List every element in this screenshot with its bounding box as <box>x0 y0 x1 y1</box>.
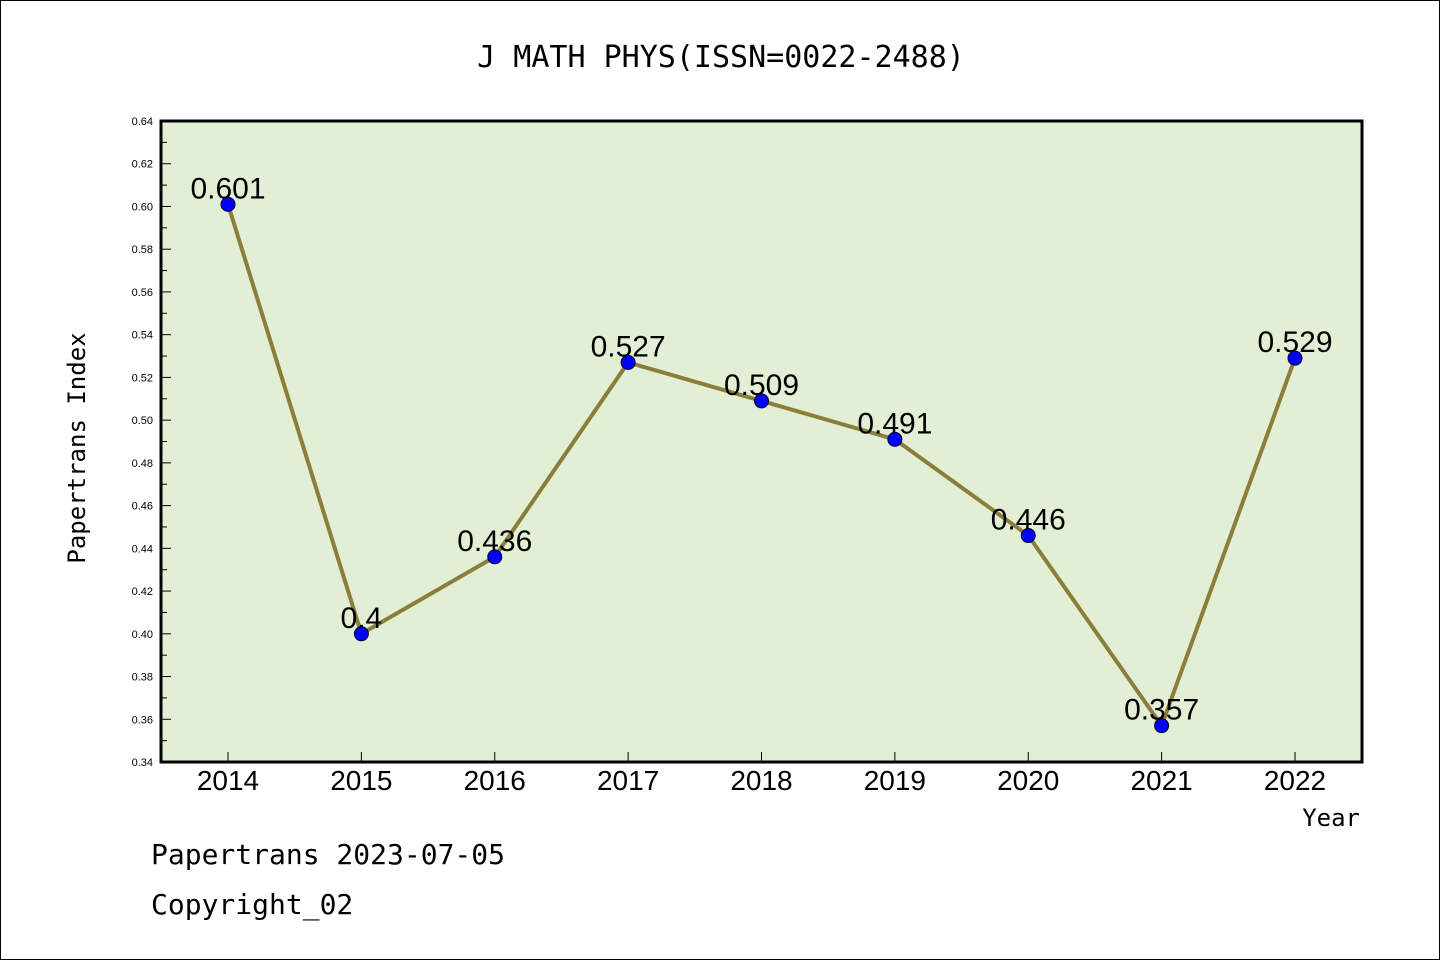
data-point <box>754 393 769 409</box>
data-label: 0.491 <box>857 407 932 440</box>
data-point <box>620 354 636 370</box>
y-tick-label: 0.42 <box>132 586 153 598</box>
x-tick-label: 2020 <box>997 765 1059 796</box>
plot-area <box>159 119 1364 764</box>
data-label: 0.509 <box>724 369 799 402</box>
data-point <box>487 549 503 565</box>
data-point <box>220 196 236 212</box>
data-label-group: 0.601 0.4 0.436 0.527 0.509 0.491 0.446 0.357 0.… <box>190 172 1332 726</box>
y-tick-label: 0.64 <box>132 116 153 128</box>
y-tick-label: 0.54 <box>132 330 153 342</box>
data-label: 0.4 <box>341 602 383 635</box>
chart-title: J MATH PHYS(ISSN=0022-2488) <box>477 40 965 75</box>
data-label: 0.529 <box>1257 326 1332 359</box>
data-label: 0.446 <box>991 504 1066 537</box>
x-tick-label: 2016 <box>464 765 526 796</box>
y-axis-title: Papertrans Index <box>63 332 91 563</box>
y-tick-label: 0.40 <box>132 629 153 641</box>
data-label: 0.527 <box>591 330 666 363</box>
x-axis-title: Year <box>1302 804 1360 832</box>
data-point <box>1287 350 1303 366</box>
data-point <box>353 626 369 642</box>
x-tick-label: 2017 <box>597 765 659 796</box>
y-tick-label: 0.62 <box>132 159 153 171</box>
x-tick-label: 2019 <box>864 765 926 796</box>
footer-copyright: Copyright_02 <box>151 888 353 922</box>
x-tick-label: 2014 <box>197 765 259 796</box>
y-tick-label: 0.46 <box>132 501 153 513</box>
y-tick-label: 0.44 <box>132 543 153 555</box>
data-point <box>1154 718 1170 734</box>
y-axis-ticks: 0.34 0.36 0.38 0.40 0.42 0.44 0.46 0.48 0.50 0.52… <box>132 116 171 769</box>
y-tick-label: 0.34 <box>132 757 153 769</box>
data-point <box>887 431 903 447</box>
y-tick-label: 0.58 <box>132 244 153 256</box>
y-tick-label: 0.48 <box>132 458 153 470</box>
footer-source: Papertrans 2023-07-05 <box>151 838 505 871</box>
y-tick-label: 0.60 <box>132 201 153 213</box>
data-point <box>1020 528 1036 544</box>
y-tick-label: 0.50 <box>132 415 153 427</box>
y-tick-label: 0.56 <box>132 287 153 299</box>
x-tick-label: 2021 <box>1130 765 1192 796</box>
y-tick-label: 0.38 <box>132 672 153 684</box>
x-tick-label: 2015 <box>330 765 392 796</box>
x-axis-ticks: 2014 2015 2016 2017 2018 2019 2020 2021 2022 <box>197 752 1326 796</box>
x-tick-label: 2018 <box>730 765 792 796</box>
data-label: 0.436 <box>457 525 532 558</box>
series-line-group <box>220 196 1303 734</box>
y-tick-label: 0.52 <box>132 372 153 384</box>
data-label: 0.601 <box>190 172 265 205</box>
data-label: 0.357 <box>1124 694 1199 727</box>
y-tick-label: 0.36 <box>132 714 153 726</box>
x-tick-label: 2022 <box>1264 765 1326 796</box>
